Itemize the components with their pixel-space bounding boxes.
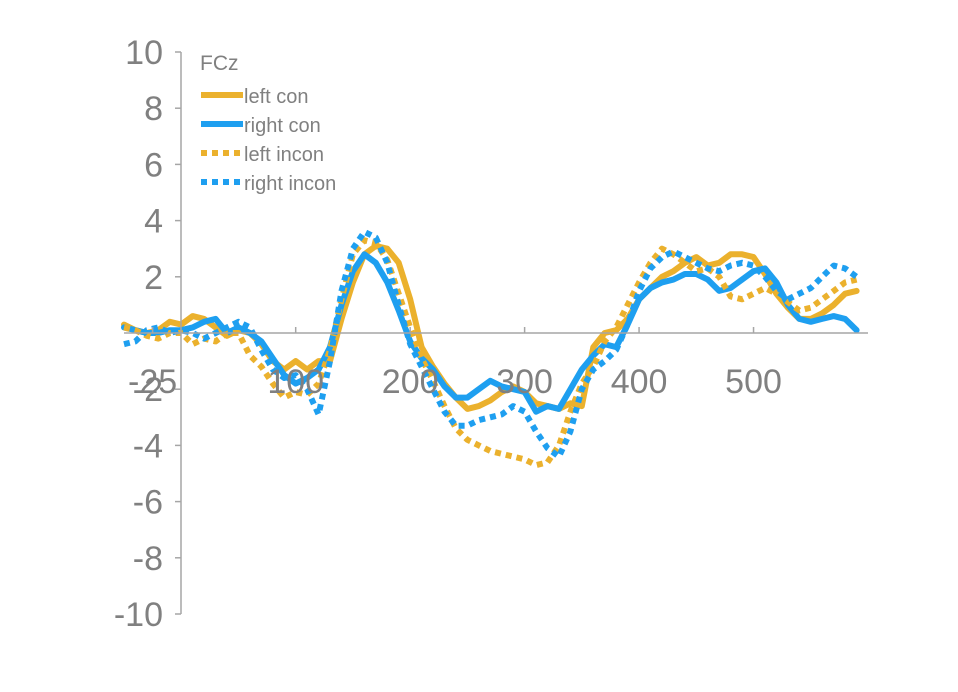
x-tick-label: 500 [725, 363, 782, 401]
series-line-right-con [121, 251, 860, 415]
legend-title: FCz [200, 52, 239, 75]
legend-label: left incon [244, 144, 324, 166]
y-tick-label: -2 [133, 371, 163, 409]
x-axis-ticks: -25 100 200 300 400 500 [128, 327, 782, 401]
legend-label: left con [244, 86, 308, 108]
legend: FCz left con right con left incon right inc… [200, 52, 336, 195]
y-tick-label: 6 [144, 146, 163, 184]
series-line-right-incon [123, 228, 859, 460]
x-tick-label: 300 [496, 363, 553, 401]
axes-layer: 10 8 6 4 2 -2 -4 -6 -8 -10 -25 100 200 300 400 500 [114, 34, 868, 634]
legend-items: left con right con left incon right incon [201, 86, 336, 195]
y-tick-label: -10 [114, 596, 163, 634]
legend-label: right con [244, 115, 321, 137]
y-axis-ticks: 10 8 6 4 2 -2 -4 -6 -8 -10 [114, 34, 181, 634]
y-tick-label: 10 [125, 34, 163, 72]
x-tick-label: -25 [128, 363, 177, 401]
legend-label: right incon [244, 173, 336, 195]
x-tick-label: 100 [267, 363, 324, 401]
series-layer [121, 228, 860, 469]
x-tick-label: 400 [611, 363, 668, 401]
y-tick-label: -4 [133, 427, 163, 465]
x-tick-label: 200 [382, 363, 439, 401]
y-tick-label: 8 [144, 90, 163, 128]
y-tick-label: -6 [133, 484, 163, 522]
series-line-left-incon [123, 237, 858, 469]
y-tick-label: 2 [144, 259, 163, 297]
y-tick-label: -8 [133, 540, 163, 578]
y-tick-label: 4 [144, 203, 163, 241]
